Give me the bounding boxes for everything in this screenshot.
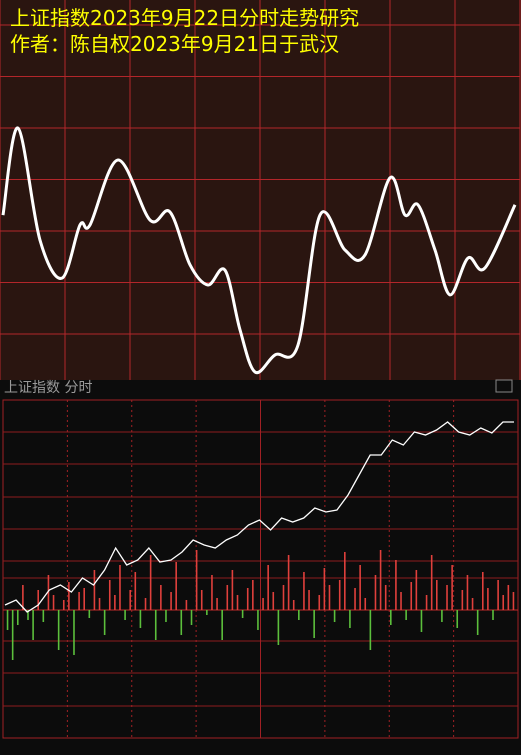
chart-subtitle: 作者：陈自权2023年9月21日于武汉: [10, 32, 339, 56]
panel-icon: [495, 379, 513, 393]
price-line: [4, 421, 514, 613]
chart-title: 上证指数2023年9月22日分时走势研究: [10, 6, 359, 30]
forecast-line: [1, 126, 517, 375]
panel-label: 上证指数 分时: [4, 380, 92, 396]
